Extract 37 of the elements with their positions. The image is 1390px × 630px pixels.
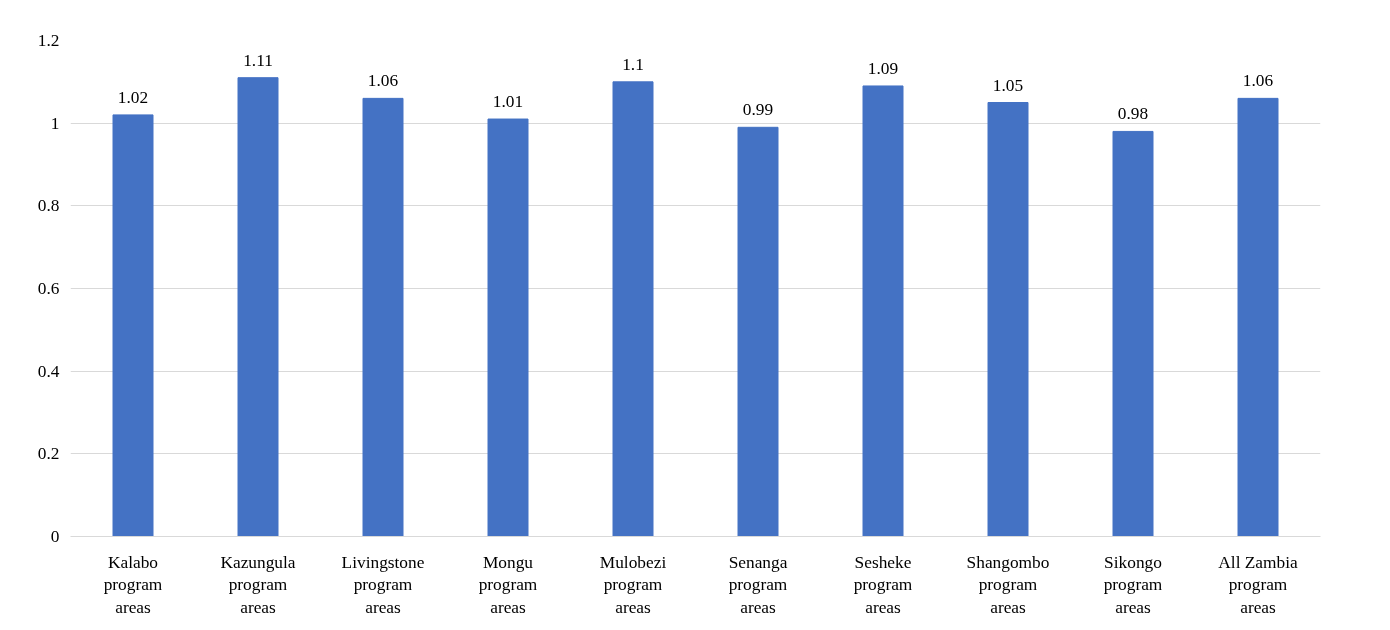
y-tick-label: 1.2: [37, 31, 60, 50]
y-tick-label: 0.2: [37, 444, 60, 464]
x-tick-label: Kazungula program areas: [220, 552, 296, 618]
y-tick-label: 0.6: [37, 279, 60, 298]
y-tick-label: 0.4: [37, 361, 60, 381]
y-tick-label: 0.8: [37, 196, 60, 216]
x-tick-label: Senanga program areas: [728, 552, 788, 618]
bar: [362, 97, 404, 537]
data-label: 1.05: [992, 75, 1024, 95]
bar: [1112, 130, 1154, 537]
bar: [487, 118, 529, 537]
bar: [737, 126, 779, 537]
x-tick-label: Mulobezi program areas: [599, 552, 667, 618]
y-tick-label: 0: [50, 527, 60, 546]
data-label: 1.01: [492, 92, 524, 112]
data-label: 0.99: [742, 100, 774, 120]
bar: [1237, 97, 1279, 537]
data-label: 1.06: [367, 71, 399, 91]
data-label: 1.09: [867, 58, 899, 78]
bar: [612, 81, 654, 537]
bar: [237, 77, 279, 537]
data-label: 1.1: [622, 54, 644, 74]
bar: [862, 85, 904, 537]
x-tick-label: All Zambia program areas: [1218, 552, 1299, 618]
x-tick-label: Sikongo program areas: [1103, 552, 1163, 618]
x-tick-label: Mongu program areas: [478, 552, 538, 618]
x-tick-label: Shangombo program areas: [966, 552, 1050, 618]
x-tick-label: Livingstone program areas: [341, 552, 425, 618]
data-label: 0.98: [1117, 104, 1149, 124]
data-label: 1.06: [1242, 71, 1274, 91]
bar: [987, 102, 1029, 537]
x-tick-label: Kalabo program areas: [103, 552, 163, 618]
y-tick-label: 1: [50, 113, 60, 133]
x-tick-label: Sesheke program areas: [853, 552, 913, 618]
bar: [112, 114, 154, 537]
data-label: 1.11: [243, 50, 273, 70]
data-label: 1.02: [117, 87, 149, 107]
